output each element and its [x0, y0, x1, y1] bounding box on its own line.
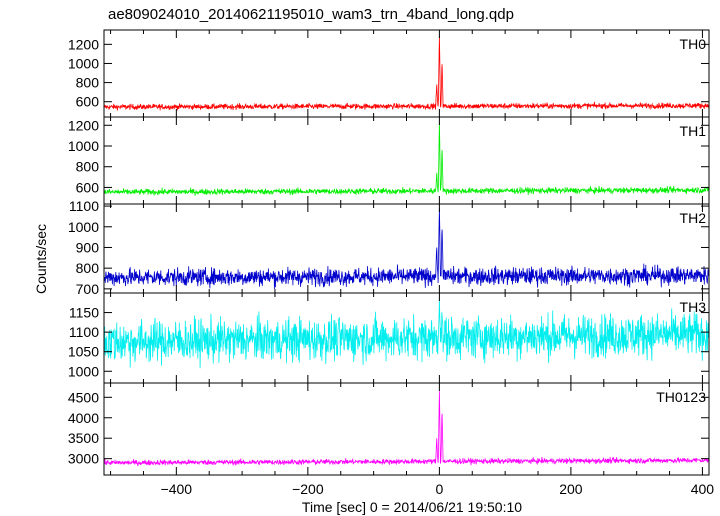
panel-th3: 1000 1050 1100 1150 TH3	[68, 292, 710, 384]
y-tick-label: 1100	[69, 198, 99, 214]
panel-th2: 700 800 900 1000 1100 TH2	[68, 198, 710, 297]
y-tick-label: 700	[76, 281, 100, 297]
x-tick-label: −200	[292, 481, 324, 497]
y-tick-label: 1100	[69, 324, 99, 340]
y-tick-label: 1200	[68, 36, 99, 52]
y-tick-label: 600	[76, 179, 100, 195]
x-axis: −400 −200 0 200 400	[161, 481, 715, 497]
series-line-th1	[104, 122, 709, 196]
panel-label-th3: TH3	[680, 299, 707, 315]
y-tick-label: 800	[76, 260, 100, 276]
panel-label-th2: TH2	[680, 210, 707, 226]
y-tick-label: 3000	[68, 451, 99, 467]
y-tick-label: 4000	[68, 410, 99, 426]
x-tick-label: 400	[691, 481, 715, 497]
x-tick-label: 200	[559, 481, 583, 497]
y-tick-label: 600	[76, 94, 100, 110]
chart-title: ae809024010_20140621195010_wam3_trn_4ban…	[108, 6, 514, 23]
y-tick-label: 4500	[68, 389, 99, 405]
y-tick-label: 1000	[68, 363, 99, 379]
panel-label-th0123: TH0123	[656, 389, 706, 405]
y-tick-label: 1000	[68, 138, 99, 154]
x-tick-label: −400	[161, 481, 193, 497]
series-line-th0123	[104, 391, 709, 467]
y-tick-label: 800	[76, 75, 100, 91]
panel-th1: 600 800 1000 1200 TH1	[68, 116, 710, 205]
y-tick-label: 900	[76, 239, 100, 255]
panel-label-th1: TH1	[680, 123, 707, 139]
y-tick-label: 1200	[68, 117, 99, 133]
y-tick-label: 3500	[68, 430, 99, 446]
x-tick-label: 0	[435, 481, 443, 497]
y-tick-label: 1150	[69, 305, 99, 321]
panel-th0: 600 800 1000 1200 TH0	[68, 29, 710, 118]
y-axis-label: Counts/sec	[33, 224, 49, 294]
series-line-th2	[104, 207, 709, 290]
y-tick-label: 1050	[68, 344, 99, 360]
panel-label-th0: TH0	[680, 36, 707, 52]
panels: 600 800 1000 1200 TH0 600 800 1000 1200 TH1 700 800…	[68, 29, 710, 476]
panel-th0123: 3000 3500 4000 4500 TH0123	[68, 382, 710, 476]
x-axis-label: Time [sec] 0 = 2014/06/21 19:50:10	[302, 499, 522, 515]
series-line-th0	[104, 36, 709, 111]
series-line-th3	[104, 299, 709, 369]
y-tick-label: 1000	[68, 219, 99, 235]
y-tick-label: 1000	[68, 55, 99, 71]
y-tick-label: 800	[76, 159, 100, 175]
